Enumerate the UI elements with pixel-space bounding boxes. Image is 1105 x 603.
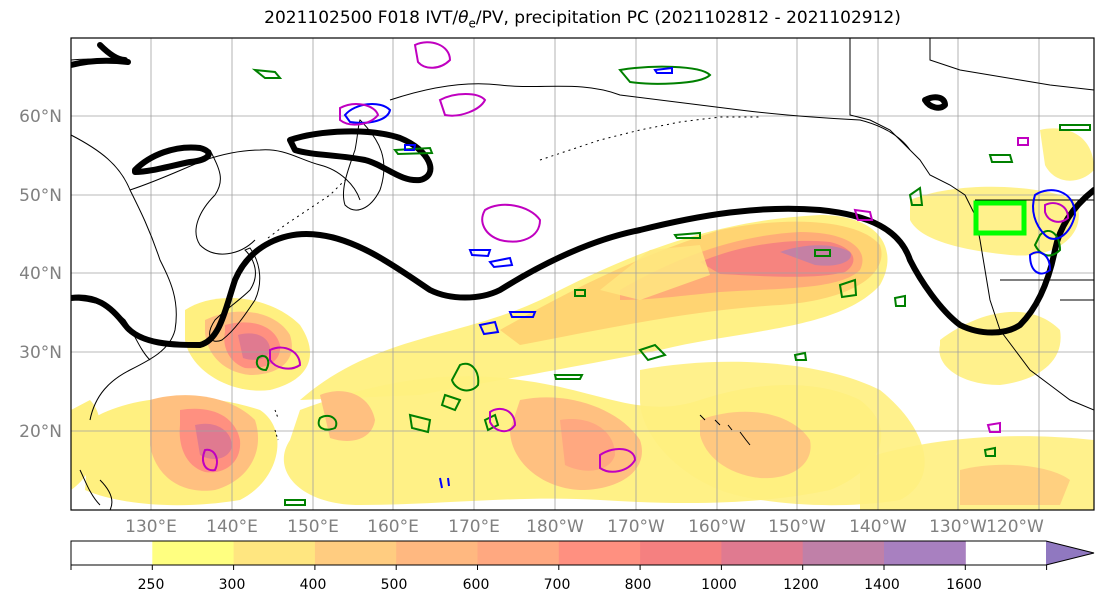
colorbar-segment [71, 541, 153, 565]
lon-label: 160°W [688, 517, 746, 537]
colorbar: 250 300 400 500 600 700 800 1000 1200 14… [70, 540, 1095, 593]
green-contours [251, 65, 1091, 506]
lat-label: 60°N [19, 107, 62, 127]
lat-label: 30°N [19, 343, 62, 363]
colorbar-segment [721, 541, 804, 565]
lon-label: 170°E [448, 517, 500, 537]
colorbar-segment [640, 541, 722, 565]
coastlines [71, 38, 1094, 510]
colorbar-segments [71, 541, 966, 565]
colorbar-tick-label: 1000 [701, 577, 737, 593]
colorbar-tick-label: 1600 [946, 577, 982, 593]
colorbar-segment [152, 541, 235, 565]
lon-label: 120°W [986, 517, 1044, 537]
lon-label: 160°E [367, 517, 419, 537]
lon-labels: 130°E 140°E 150°E 160°E 170°E 180°W 170°… [125, 517, 1044, 537]
colorbar-segment [233, 541, 316, 565]
colorbar-tick-label: 700 [544, 577, 571, 593]
colorbar-outline [70, 540, 1095, 566]
lon-label: 140°W [849, 517, 907, 537]
colorbar-tick-label: 600 [463, 577, 490, 593]
colorbar-segment [396, 541, 478, 565]
colorbar-segment [884, 541, 966, 565]
lat-label: 40°N [19, 264, 62, 284]
lon-label: 150°W [768, 517, 826, 537]
colorbar-tick-label: 250 [138, 577, 165, 593]
colorbar-ticks [70, 565, 1048, 570]
blue-contours [343, 66, 1077, 489]
magenta-contours [202, 41, 1070, 473]
colorbar-segment [802, 541, 885, 565]
lon-label: 140°E [206, 517, 258, 537]
colorbar-tick-label: 300 [219, 577, 246, 593]
colorbar-segment [314, 541, 397, 565]
colorbar-tick-label: 400 [300, 577, 327, 593]
lat-label: 20°N [19, 422, 62, 442]
colorbar-tick-label: 800 [625, 577, 652, 593]
lon-label: 170°W [607, 517, 665, 537]
map-border [70, 37, 1095, 511]
lon-label: 180°W [526, 517, 584, 537]
lon-label: 150°E [287, 517, 339, 537]
colorbar-extend-arrow [1046, 541, 1094, 565]
jet-contour [71, 42, 1094, 348]
map-title: 2021102500 F018 IVT/θe/PV, precipitation… [264, 8, 901, 31]
lat-label: 50°N [19, 186, 62, 206]
colorbar-tick-label: 1400 [864, 577, 900, 593]
colorbar-segment [477, 541, 560, 565]
lon-label: 130°E [125, 517, 177, 537]
target-box [973, 200, 1027, 236]
colorbar-segment [558, 541, 641, 565]
lon-label: 130°W [929, 517, 987, 537]
lat-labels: 60°N 50°N 40°N 30°N 20°N [19, 107, 62, 442]
colorbar-tick-label: 500 [381, 577, 408, 593]
colorbar-labels: 250 300 400 500 600 700 800 1000 1200 14… [138, 577, 982, 593]
colorbar-tick-label: 1200 [783, 577, 819, 593]
